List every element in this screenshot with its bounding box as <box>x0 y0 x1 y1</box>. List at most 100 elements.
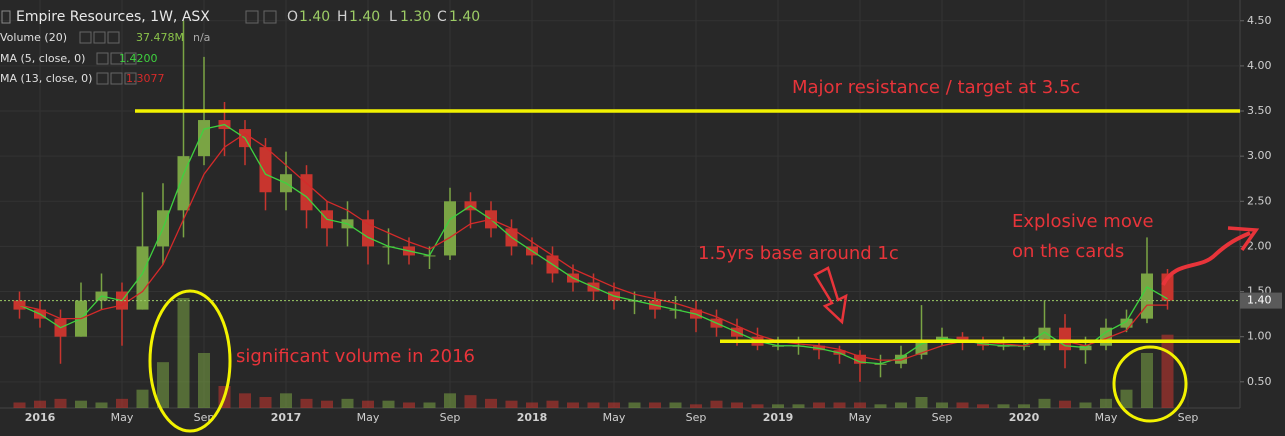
volume-bar <box>259 397 272 408</box>
candle-body <box>956 336 969 342</box>
icon <box>245 10 259 24</box>
icon <box>1 10 11 24</box>
volume-bar <box>1100 398 1112 408</box>
y-tick-label: 2.00 <box>1247 239 1272 252</box>
arrow-head <box>1227 226 1260 252</box>
volume-bar <box>956 402 969 408</box>
x-tick-label: 2019 <box>763 411 794 424</box>
candle-body <box>1059 327 1071 351</box>
icon <box>124 52 137 65</box>
candle-body <box>895 354 907 364</box>
volume-bar <box>54 398 67 408</box>
y-tick-label: 2.50 <box>1247 194 1272 207</box>
volume-bar <box>136 389 149 408</box>
volume-bar <box>280 393 292 408</box>
x-tick-label: 2016 <box>25 411 56 424</box>
volume-bar <box>833 402 846 408</box>
volume-bar <box>321 400 333 408</box>
volume-bar <box>1120 389 1133 408</box>
ohlc-label: O <box>287 9 298 25</box>
volume-bar <box>854 402 866 408</box>
annotation: 1.5yrs base around 1c <box>698 243 899 264</box>
volume-bar <box>813 402 825 408</box>
volume-bar <box>792 404 805 408</box>
volume-circle <box>1112 345 1188 423</box>
y-tick-label: 3.00 <box>1247 149 1272 162</box>
annotation: significant volume in 2016 <box>236 346 475 367</box>
volume-bar <box>669 402 682 408</box>
volume-bar <box>731 402 743 408</box>
volume-bar <box>772 404 784 408</box>
arrow <box>813 266 848 325</box>
volume-bar <box>997 404 1010 408</box>
volume-bar <box>526 402 538 408</box>
ohlc-value: 1.30 <box>400 9 431 25</box>
volume-bar <box>546 400 559 408</box>
icon <box>96 72 109 85</box>
volume-bar <box>341 398 354 408</box>
x-tick-label: Sep <box>932 411 953 424</box>
arrow <box>1161 231 1251 286</box>
volume-bar <box>239 393 251 408</box>
volume-bar <box>95 402 108 408</box>
candle-body <box>300 174 313 211</box>
volume-bar <box>1161 334 1174 408</box>
icon <box>93 31 106 44</box>
volume-bar <box>936 402 948 408</box>
volume-bar <box>915 397 928 408</box>
volume-bar <box>690 404 702 408</box>
volume-bar <box>13 402 26 408</box>
volume-bar <box>977 404 989 408</box>
volume-bar <box>75 400 87 408</box>
volume-circle <box>148 289 232 433</box>
icon <box>263 10 277 24</box>
volume-bar <box>874 404 887 408</box>
annotation: Major resistance / target at 3.5c <box>792 77 1080 98</box>
volume-bar <box>423 402 436 408</box>
ohlc-label: H <box>337 9 348 25</box>
icon <box>124 72 137 85</box>
x-tick-label: Sep <box>686 411 707 424</box>
volume-bar <box>1079 402 1092 408</box>
legend-value: 1.4200 <box>119 52 158 65</box>
legend-name: Volume (20) <box>0 31 67 44</box>
icon <box>110 72 123 85</box>
x-tick-label: May <box>111 411 134 424</box>
legend-value: 37.478M <box>136 31 184 44</box>
volume-bar <box>1018 404 1030 408</box>
legend-name: MA (13, close, 0) <box>0 72 92 85</box>
x-tick-label: Sep <box>1178 411 1199 424</box>
x-tick-label: Sep <box>440 411 461 424</box>
volume-bar <box>751 404 764 408</box>
volume-bar <box>464 395 477 408</box>
y-tick-label: 0.50 <box>1247 375 1272 388</box>
icon <box>110 52 123 65</box>
x-tick-label: May <box>357 411 380 424</box>
volume-bar <box>1059 400 1071 408</box>
ohlc-value: 1.40 <box>449 9 480 25</box>
volume-bar <box>710 400 723 408</box>
volume-bar <box>628 402 641 408</box>
volume-bar <box>116 398 128 408</box>
volume-bar <box>198 353 210 408</box>
volume-bar <box>649 402 661 408</box>
x-tick-label: May <box>603 411 626 424</box>
volume-bar <box>300 398 313 408</box>
volume-bar <box>157 362 169 408</box>
candle-body <box>1120 318 1133 328</box>
legend-value: 1.3077 <box>126 72 165 85</box>
ohlc-value: 1.40 <box>349 9 380 25</box>
price-tag-label: 1.40 <box>1247 294 1272 307</box>
ohlc-value: 1.40 <box>299 9 330 25</box>
volume-bar <box>362 400 374 408</box>
candle-body <box>1141 273 1153 319</box>
volume-bar <box>1038 398 1051 408</box>
legend-extra: n/a <box>193 31 210 44</box>
volume-bar <box>485 398 497 408</box>
x-tick-label: 2017 <box>271 411 302 424</box>
candle-body <box>1038 327 1051 346</box>
